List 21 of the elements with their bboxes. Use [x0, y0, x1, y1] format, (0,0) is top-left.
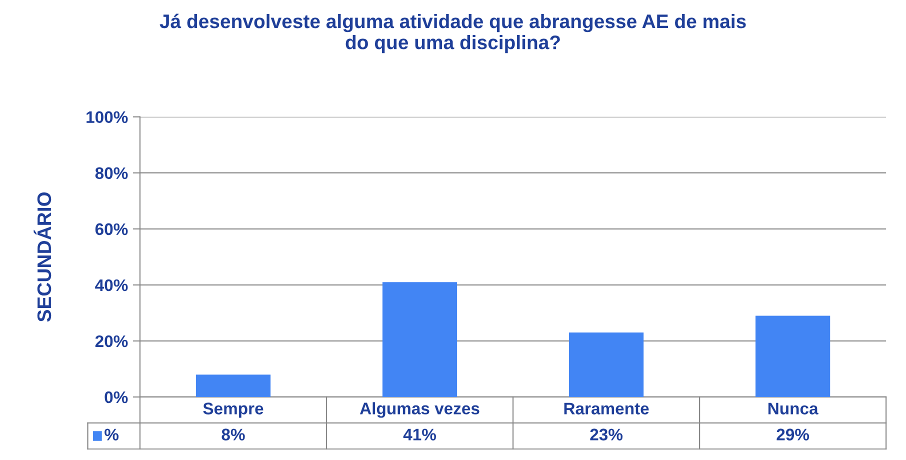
y-tick-label: 0%: [104, 391, 128, 404]
x-tick-label: Sempre: [203, 402, 264, 418]
x-tick-label: Nunca: [768, 402, 818, 414]
x-tick-label: Algumas vezes: [360, 402, 480, 418]
bar: [568, 332, 644, 397]
legend-label: %: [104, 428, 119, 440]
text: 23%: [590, 428, 623, 440]
text: 8%: [222, 428, 245, 440]
text: 29%: [776, 428, 810, 440]
y-tick-label: 40%: [95, 279, 128, 292]
bar: [756, 316, 830, 397]
bar: [382, 282, 458, 397]
y-tick-label: 80%: [95, 167, 128, 180]
bar: [196, 374, 271, 397]
chart-title: Já desenvolveste alguma atividade que abrangesse AE de mais do que uma disciplina?: [160, 14, 746, 54]
y-tick-label: 60%: [95, 223, 128, 236]
x-tick-label: Raramente: [564, 402, 649, 414]
y-tick-label: 20%: [95, 335, 128, 348]
y-axis-title: SECUNDÁRIO: [34, 192, 52, 322]
text: 41%: [403, 428, 436, 440]
y-tick-label: 100%: [86, 111, 128, 124]
